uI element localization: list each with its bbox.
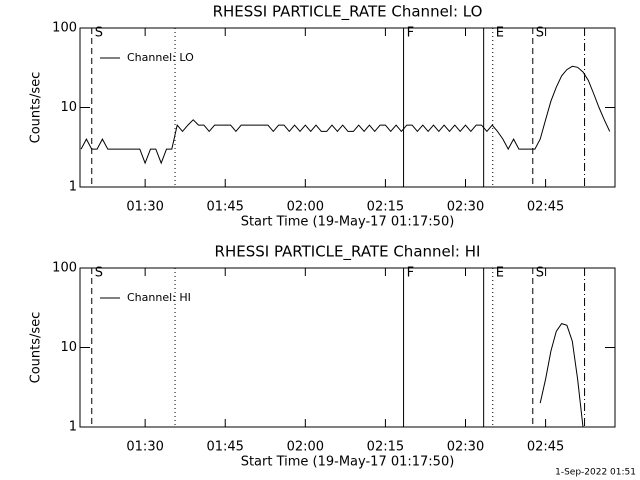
legend-label: Channel: HI bbox=[127, 291, 191, 304]
x-tick-label: 02:30 bbox=[447, 200, 484, 215]
x-tick-label: 02:00 bbox=[287, 440, 324, 455]
x-tick-label: 01:30 bbox=[126, 200, 163, 215]
event-label: E bbox=[496, 266, 504, 281]
chart-title: RHESSI PARTICLE_RATE Channel: LO bbox=[213, 3, 483, 22]
data-line bbox=[539, 323, 584, 428]
legend-label: Channel: LO bbox=[127, 51, 194, 64]
data-line bbox=[80, 65, 611, 165]
x-tick-label: 01:45 bbox=[206, 200, 243, 215]
y-tick-label: 100 bbox=[52, 21, 77, 36]
x-axis-label: Start Time (19-May-17 01:17:50) bbox=[241, 455, 455, 470]
y-tick-label: 10 bbox=[60, 100, 77, 115]
x-tick-label: 02:00 bbox=[287, 200, 324, 215]
event-label: F bbox=[407, 26, 414, 41]
event-label: S bbox=[536, 266, 544, 281]
footer: 1-Sep-2022 01:51 bbox=[555, 468, 636, 478]
x-tick-label: 02:15 bbox=[367, 440, 404, 455]
y-axis-label: Counts/sec bbox=[29, 312, 44, 384]
x-tick-label: 02:15 bbox=[367, 200, 404, 215]
y-tick-label: 1 bbox=[69, 180, 77, 195]
y-axis-label: Counts/sec bbox=[29, 72, 44, 144]
event-label: S bbox=[95, 266, 103, 281]
x-tick-label: 01:30 bbox=[126, 440, 163, 455]
event-label: S bbox=[95, 26, 103, 41]
event-label: E bbox=[496, 26, 504, 41]
chart-title: RHESSI PARTICLE_RATE Channel: HI bbox=[215, 243, 481, 262]
x-tick-label: 02:45 bbox=[527, 440, 564, 455]
x-tick-label: 02:30 bbox=[447, 440, 484, 455]
x-axis-label: Start Time (19-May-17 01:17:50) bbox=[241, 215, 455, 230]
x-tick-label: 01:45 bbox=[206, 440, 243, 455]
x-tick-label: 02:45 bbox=[527, 200, 564, 215]
event-label: S bbox=[536, 26, 544, 41]
y-tick-label: 1 bbox=[69, 420, 77, 435]
y-tick-label: 10 bbox=[60, 340, 77, 355]
event-label: F bbox=[407, 266, 414, 281]
y-tick-label: 100 bbox=[52, 261, 77, 276]
